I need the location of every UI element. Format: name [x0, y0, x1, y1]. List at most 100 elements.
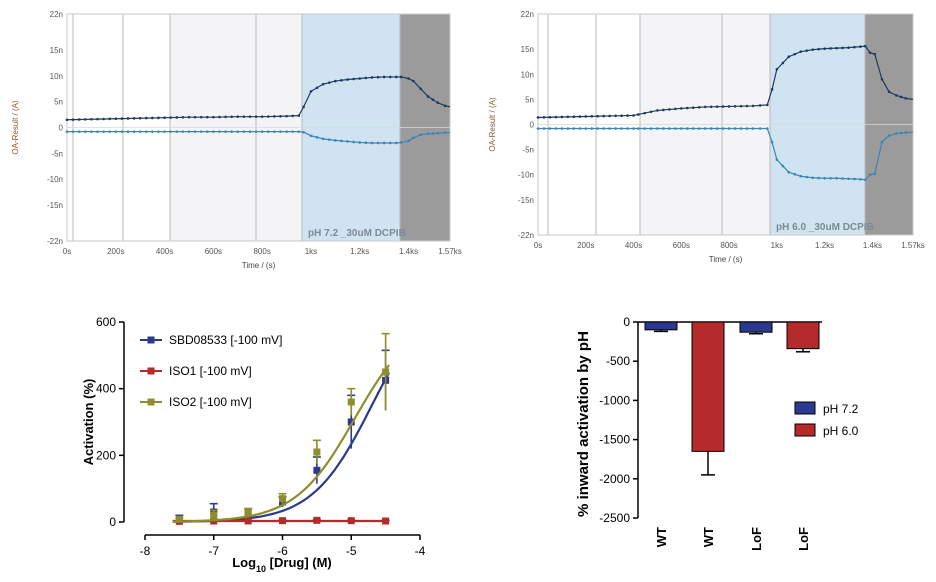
y-axis-label: OA-Result / (A)	[11, 100, 20, 155]
legend-swatch	[794, 423, 816, 437]
trace-point	[321, 82, 325, 86]
trace-point	[163, 116, 166, 119]
trace-point	[668, 127, 671, 130]
trace-point	[649, 127, 653, 130]
series-group	[172, 332, 391, 525]
trace-point	[248, 130, 252, 133]
x-tick-label: 1.57ks	[438, 247, 462, 256]
trace-point	[291, 114, 294, 118]
trace-point	[236, 115, 240, 118]
trace-point	[770, 88, 774, 91]
trace-point	[899, 95, 903, 99]
trace-point	[382, 141, 386, 145]
x-tick-label: -4	[415, 544, 426, 558]
trace-point	[758, 104, 762, 107]
trace-point	[614, 127, 617, 130]
legend-swatch	[794, 401, 816, 415]
trace-point	[863, 178, 867, 182]
trace-point	[90, 130, 93, 133]
y-tick-label: 400	[96, 382, 116, 396]
trace-point	[205, 130, 209, 133]
trace-point	[536, 116, 540, 119]
trace-point	[787, 170, 791, 174]
y-tick-label: 15n	[50, 46, 63, 55]
trace-point	[65, 130, 69, 133]
trace-point	[542, 127, 546, 130]
trace-point	[291, 130, 294, 133]
trace-point	[77, 118, 81, 121]
trace-point	[248, 115, 252, 118]
trace-point	[407, 77, 410, 80]
trace-point	[758, 127, 762, 130]
trace-point	[873, 172, 877, 176]
trace-point	[327, 138, 331, 141]
trace-point	[199, 115, 203, 119]
condition-annotation: pH 6.0 _30uM DCPIB	[776, 222, 874, 233]
x-tick-label: 1.4ks	[399, 247, 418, 256]
axes	[633, 321, 822, 519]
trace-point	[787, 55, 791, 58]
trace-point	[426, 132, 430, 135]
trace-point	[899, 131, 903, 135]
trace-point	[548, 127, 552, 130]
trace-point	[309, 134, 313, 138]
trace-point	[715, 105, 719, 108]
trace-point	[242, 115, 246, 118]
trace-point	[412, 79, 415, 83]
legend-item: SBD08533 [-100 mV]	[140, 333, 282, 347]
trace-point	[65, 118, 69, 122]
trace-point	[685, 106, 689, 110]
trace-point	[887, 90, 891, 94]
trace-point	[114, 117, 118, 121]
trace-point	[805, 49, 809, 52]
bars	[644, 321, 820, 476]
trace-point	[781, 164, 785, 168]
x-tick-label: -7	[208, 544, 219, 558]
x-tick-label: -6	[277, 544, 288, 558]
trace-point	[566, 127, 570, 130]
trace-point	[126, 130, 130, 133]
trace-point	[102, 117, 105, 121]
trace-point	[560, 127, 564, 130]
trace-point	[187, 115, 191, 119]
x-tick-label: 200s	[577, 241, 594, 250]
trace-point	[817, 176, 820, 180]
data-point	[313, 466, 321, 474]
trace-point	[426, 95, 430, 98]
trace-point	[266, 130, 270, 133]
trace-point	[643, 111, 646, 115]
trace-point	[863, 44, 867, 48]
trace-point	[775, 67, 779, 71]
y-tick-labels: 0 200 400 600	[96, 315, 116, 529]
y-tick-label: -2000	[599, 472, 630, 486]
data-point	[313, 516, 321, 524]
trace-point	[536, 127, 540, 130]
trace-point	[108, 117, 111, 121]
trace-point	[144, 130, 148, 133]
trace-point	[873, 52, 877, 56]
data-point	[347, 418, 355, 426]
y-tick-label: -10n	[518, 171, 534, 180]
trace-point	[904, 131, 908, 134]
trace-point	[273, 115, 276, 118]
trace-point	[114, 130, 118, 133]
trace-point	[590, 115, 594, 118]
y-tick-label: -2500	[599, 511, 630, 525]
trace-point	[880, 140, 884, 144]
x-axis-label-prefix: Log	[232, 555, 256, 570]
trace-point	[370, 141, 374, 145]
trace-point	[620, 114, 623, 118]
trace-point	[334, 79, 337, 83]
data-point	[313, 448, 321, 456]
y-tick-label: -10n	[47, 175, 63, 184]
trace-point	[691, 127, 695, 130]
trace-point	[823, 176, 826, 180]
category-label: WT	[654, 527, 669, 547]
bar	[739, 321, 773, 333]
trace-point	[279, 114, 282, 118]
data-point	[244, 508, 252, 516]
trace-point	[279, 130, 282, 133]
trace-point	[751, 127, 755, 130]
legend-label: SBD08533 [-100 mV]	[169, 333, 282, 347]
y-tick-label: -22n	[518, 231, 534, 240]
